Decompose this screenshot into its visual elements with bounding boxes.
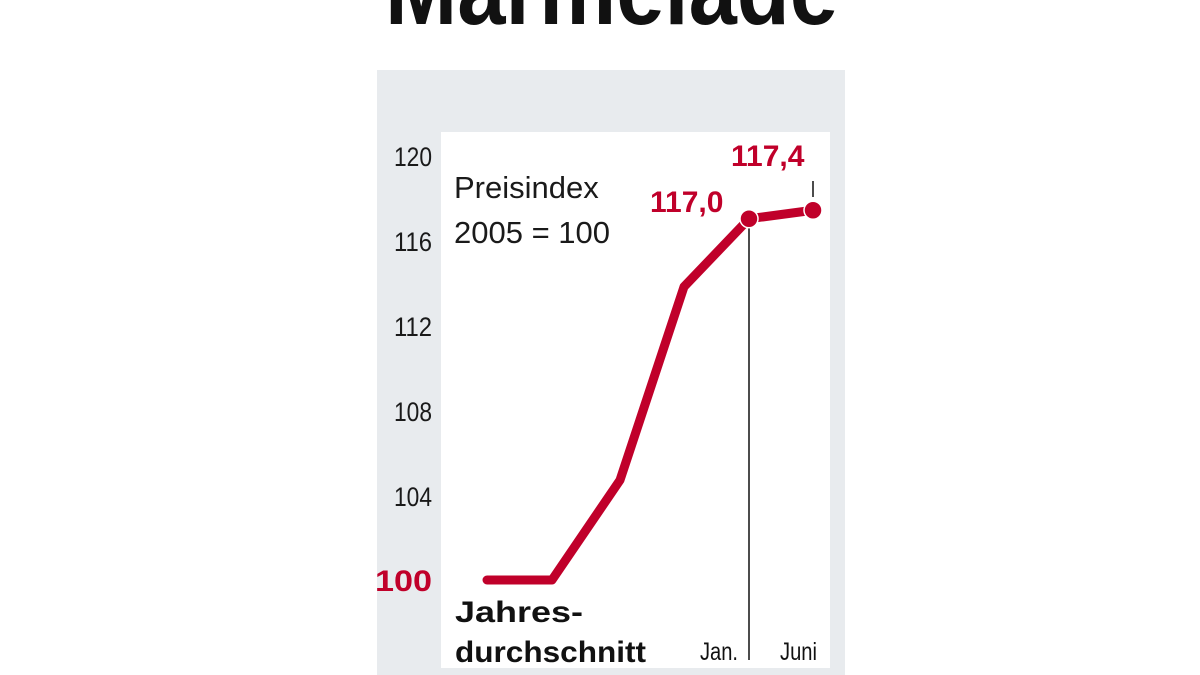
- data-point: [739, 209, 759, 229]
- y-tick-label: 116: [394, 227, 432, 257]
- y-tick-label: 108: [394, 397, 432, 427]
- y-tick-label: 112: [394, 312, 432, 342]
- y-tick-label: 100: [375, 565, 432, 598]
- x-label-juni: Juni: [780, 638, 817, 666]
- chart-title: Marmelade: [385, 0, 838, 46]
- data-label-jan: 117,0: [650, 186, 723, 219]
- x-label-jan: Jan.: [700, 638, 738, 666]
- data-label-juni: 117,4: [731, 140, 805, 173]
- series-line: [482, 205, 818, 585]
- x-label-first-2: durchschnitt: [455, 636, 646, 669]
- y-tick-label: 104: [394, 482, 432, 512]
- x-label-first-1: Jahres-: [455, 596, 583, 629]
- annotation-line1: Preisindex: [454, 170, 599, 205]
- data-point: [803, 200, 823, 220]
- annotation-line2: 2005 = 100: [454, 215, 610, 250]
- y-tick-label: 120: [394, 142, 432, 172]
